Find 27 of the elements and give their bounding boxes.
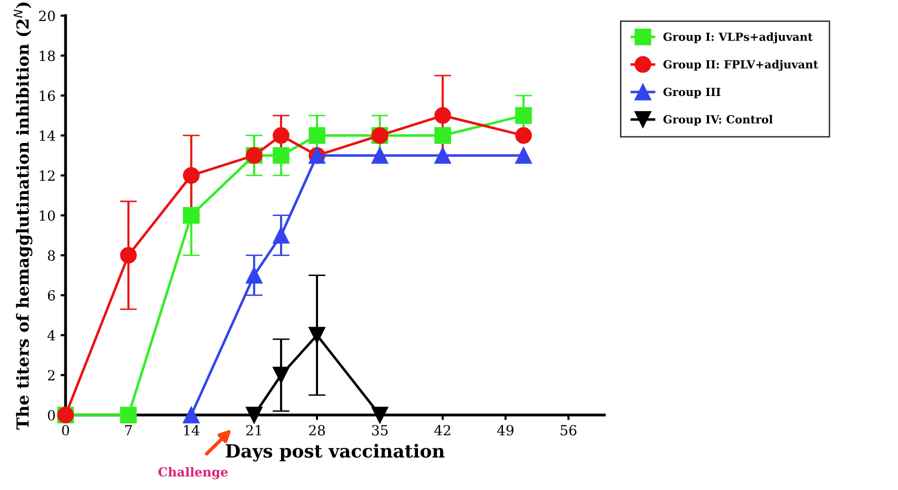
x-tick-label: 42 (434, 424, 450, 436)
x-tick-label: 49 (497, 424, 514, 436)
y-tick-label: 12 (40, 170, 54, 181)
y-tick-label: 6 (48, 290, 55, 301)
x-tick-label: 7 (125, 425, 132, 436)
text: Challenge (158, 466, 228, 480)
y-tick-label: 14 (40, 130, 56, 141)
y-tick-label: 0 (48, 410, 55, 421)
x-axis-title: Days post vaccination (226, 444, 445, 462)
y-tick-label: 16 (40, 90, 55, 102)
y-tick-label: 8 (48, 250, 55, 261)
x-tick-label: 56 (560, 424, 576, 436)
y-tick-label: 18 (40, 50, 55, 62)
x-tick-label: 0 (62, 424, 70, 436)
y-axis-title: The titers of hemagglutination inhibition (2$^{N}$) (14, 2, 32, 430)
x-tick-label: 28 (309, 424, 325, 436)
legend-label: Group IV: Control (663, 114, 773, 126)
y-tick-label: 4 (47, 330, 56, 340)
y-tick-label: 20 (39, 10, 55, 22)
x-tick-label: 35 (372, 424, 388, 436)
x-tick-label: 21 (246, 424, 261, 436)
x-tick-label: 14 (184, 424, 200, 436)
legend-label: Group I: VLPs+adjuvant (663, 32, 813, 44)
y-tick-label: 10 (40, 210, 55, 221)
y-tick-label: 2 (48, 370, 54, 380)
legend-label: Group III (663, 88, 720, 98)
legend-label: Group II: FPLV+adjuvant (663, 60, 818, 71)
